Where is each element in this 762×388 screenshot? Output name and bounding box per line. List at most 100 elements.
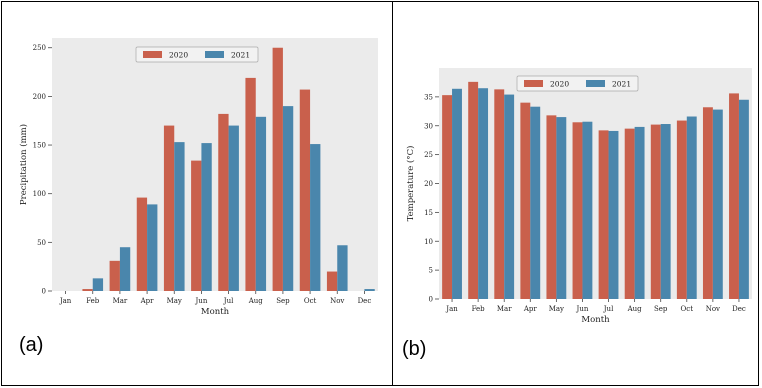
- temp-bar-2020: [598, 130, 609, 299]
- temp-legend-label-2020: 2020: [550, 80, 569, 89]
- precip-bar-2020: [299, 89, 311, 291]
- precip-legend-box: [135, 46, 259, 63]
- precip-bar-2020: [218, 113, 229, 292]
- precip-legend-swatch-2021: [205, 51, 224, 58]
- temp-ytick-label: 35: [424, 93, 433, 101]
- temp-bar-2020: [468, 81, 479, 299]
- temp-xtick-label: Nov: [706, 305, 720, 313]
- precip-x-axis-label: Month: [201, 307, 230, 317]
- precip-xtick-label: Jun: [195, 297, 208, 305]
- panel-label-b: (b): [402, 338, 427, 360]
- temp-xtick-label: Jan: [445, 305, 458, 313]
- temp-ytick-label: 10: [424, 238, 433, 246]
- temp-y-axis-label: Temperature (°C): [405, 146, 416, 222]
- temp-bar-2021: [712, 109, 723, 299]
- panel-label-a: (a): [19, 334, 44, 356]
- temp-legend-label-2021: 2021: [612, 80, 631, 89]
- precip-bar-2021: [119, 247, 131, 291]
- precip-bar-2021: [255, 116, 267, 291]
- temp-xtick-label: Jun: [576, 305, 589, 313]
- temp-legend-swatch-2020: [524, 80, 543, 87]
- temp-xtick-label: Oct: [681, 305, 694, 313]
- precip-bar-2021: [282, 106, 294, 291]
- precip-xtick-label: Jul: [223, 297, 234, 305]
- precip-xtick-label: Jan: [59, 297, 72, 305]
- precip-bar-2021: [364, 289, 375, 291]
- precip-ytick-label: 0: [42, 288, 46, 296]
- precip-bar-2020: [326, 271, 338, 291]
- temp-bar-2020: [572, 122, 583, 299]
- precip-plot-area: [52, 38, 378, 291]
- precip-bar-2021: [337, 245, 348, 291]
- precip-xtick-label: Sep: [276, 297, 290, 305]
- precip-ytick-label: 50: [37, 239, 46, 247]
- temp-bar-2020: [546, 115, 557, 299]
- temp-bar-2020: [729, 93, 739, 299]
- temp-bar-2021: [738, 99, 749, 299]
- temp-bar-2020: [442, 95, 453, 299]
- temp-bar-2021: [452, 88, 462, 299]
- temp-legend-swatch-2021: [586, 80, 605, 87]
- precip-ytick-label: 150: [33, 142, 46, 150]
- precip-bar-2020: [109, 260, 120, 291]
- temp-xtick-label: Dec: [732, 305, 746, 313]
- precip-bar-2021: [92, 278, 104, 291]
- temp-ytick-label: 25: [424, 151, 433, 159]
- precip-bar-2020: [272, 47, 283, 291]
- precip-xtick-label: May: [167, 297, 182, 305]
- precip-xtick-label: Apr: [140, 297, 155, 305]
- temp-bar-2020: [624, 128, 635, 299]
- precip-ytick-label: 100: [33, 190, 46, 198]
- temperature-chart: 0 5 10 15 20 25 30 35 Jan Feb Mar Apr May Jun Jul Aug Se…: [405, 68, 752, 325]
- temp-bar-2021: [530, 106, 541, 299]
- precip-xtick-label: Feb: [86, 297, 100, 305]
- temp-ytick-label: 0: [429, 296, 433, 304]
- temp-bar-2021: [660, 124, 671, 299]
- precip-bar-2021: [228, 125, 239, 291]
- precip-bar-2020: [82, 289, 93, 291]
- precip-bar-2021: [147, 204, 158, 291]
- precip-bar-2020: [245, 77, 256, 292]
- temp-bar-2021: [504, 94, 515, 299]
- temp-bar-2020: [650, 124, 661, 299]
- precipitation-chart: 0 50 100 150 200 250 Jan Feb Mar Apr May Jun Jul Aug S…: [18, 38, 378, 317]
- temp-plot-area: [439, 68, 752, 299]
- temp-xtick-label: May: [549, 305, 564, 313]
- precip-xtick-label: Dec: [358, 297, 372, 305]
- precip-bar-2021: [310, 144, 321, 291]
- temp-bar-2021: [608, 130, 619, 299]
- temp-ytick-label: 5: [429, 267, 433, 275]
- precip-legend-label-2021: 2021: [231, 51, 250, 60]
- precip-legend-swatch-2020: [143, 51, 162, 58]
- precip-xtick-label: Aug: [248, 297, 264, 305]
- temp-ytick-label: 15: [424, 209, 433, 217]
- temp-bar-2021: [478, 88, 489, 300]
- precip-xtick-label: Nov: [330, 297, 344, 305]
- temp-bar-2021: [582, 121, 593, 300]
- precip-bar-2021: [201, 143, 212, 291]
- precip-legend-label-2020: 2020: [169, 51, 188, 60]
- precip-xtick-label: Mar: [113, 297, 128, 305]
- temp-legend-box: [516, 75, 639, 92]
- precip-bar-2020: [191, 160, 202, 291]
- precip-ytick-label: 250: [33, 44, 46, 52]
- temp-bar-2020: [702, 107, 713, 300]
- temp-bar-2021: [634, 126, 645, 299]
- temp-xtick-label: Jul: [603, 305, 614, 313]
- temp-xtick-label: Sep: [654, 305, 668, 313]
- precip-ytick-label: 200: [33, 93, 46, 101]
- temp-xtick-label: Aug: [627, 305, 643, 313]
- temp-ytick-label: 20: [424, 180, 433, 188]
- temp-bar-2020: [494, 89, 505, 300]
- precip-y-axis-label: Precipitation (mm): [18, 124, 29, 205]
- temp-bar-2021: [686, 116, 697, 299]
- temp-bar-2020: [520, 102, 531, 300]
- temp-xtick-label: Apr: [523, 305, 538, 313]
- temp-xtick-label: Mar: [497, 305, 512, 313]
- precip-bar-2020: [163, 125, 175, 291]
- temp-xtick-label: Feb: [472, 305, 486, 313]
- temp-x-axis-label: Month: [581, 315, 610, 325]
- precip-xtick-label: Oct: [304, 297, 317, 305]
- precip-bar-2021: [174, 142, 185, 291]
